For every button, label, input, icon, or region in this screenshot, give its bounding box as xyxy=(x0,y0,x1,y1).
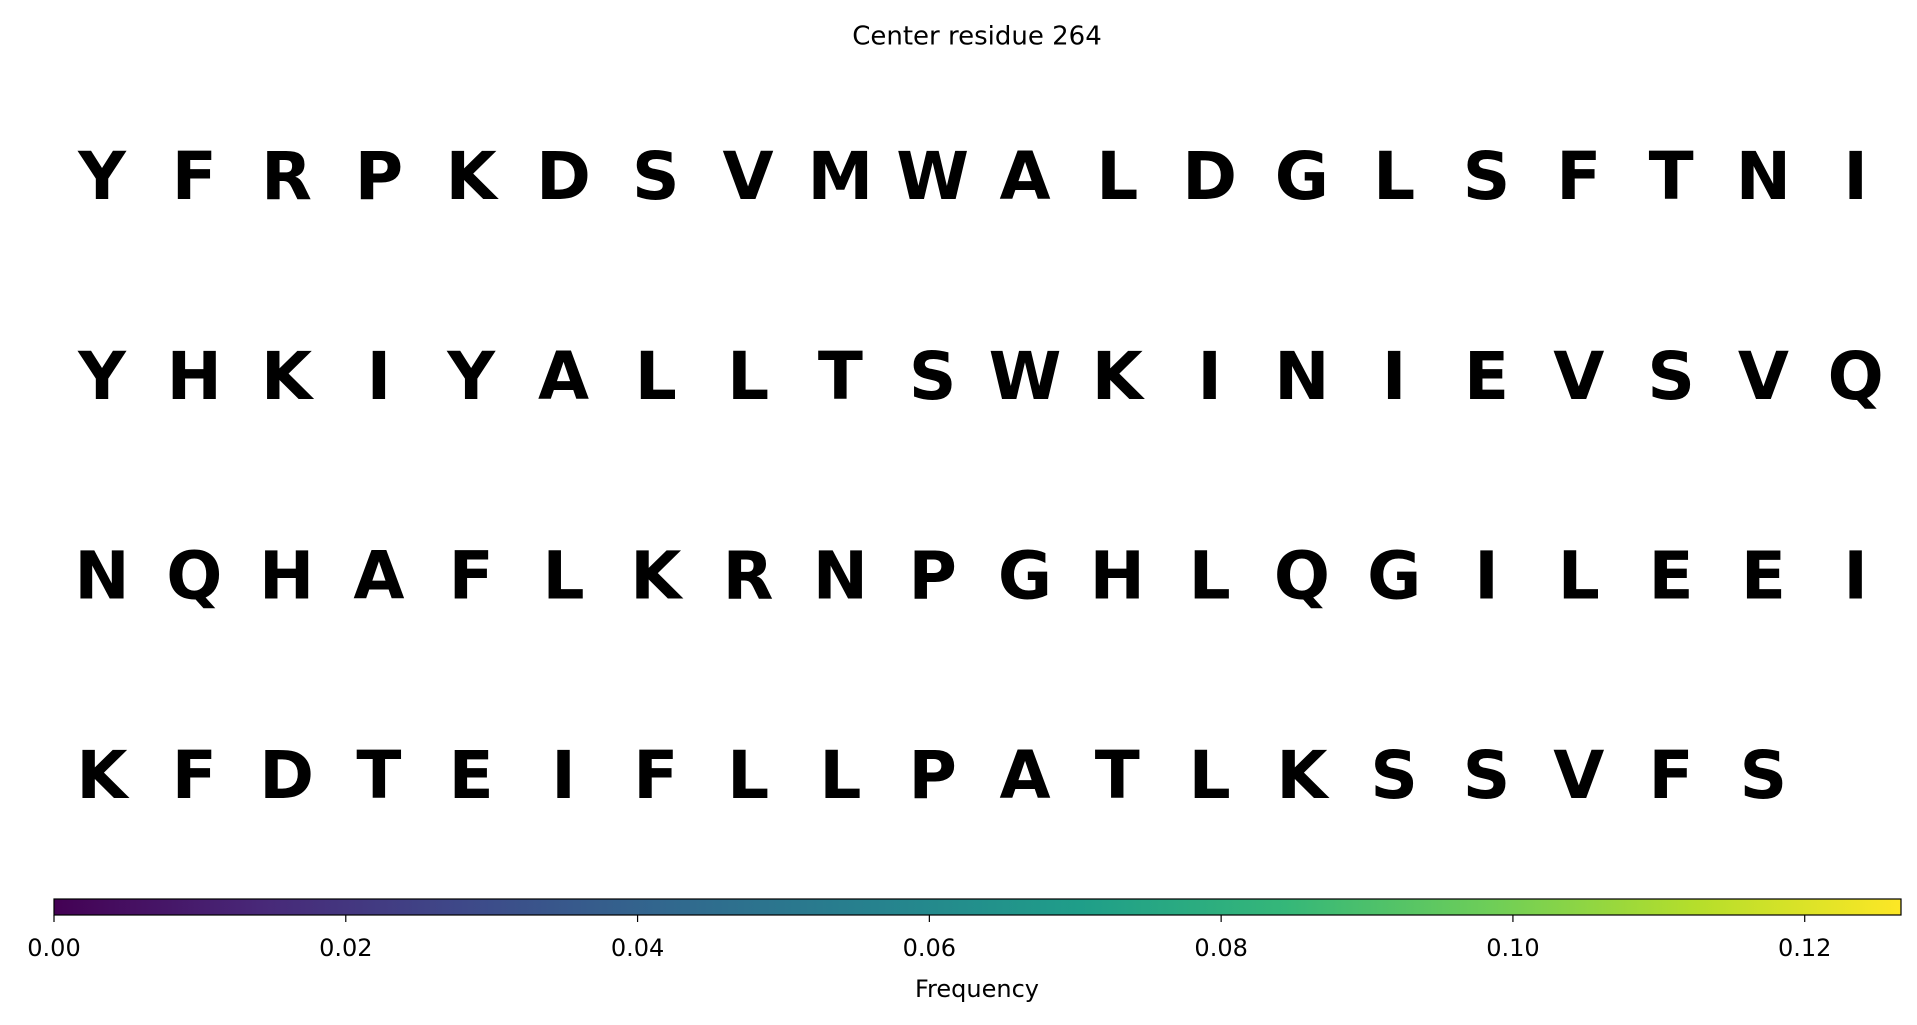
residue: M xyxy=(808,138,874,215)
residue: H xyxy=(259,537,314,614)
residue: K xyxy=(446,138,500,215)
residue: N xyxy=(1736,138,1791,215)
residue: F xyxy=(633,737,678,814)
residue: T xyxy=(1095,737,1140,814)
colorbar-tick-label: 0.02 xyxy=(319,934,372,962)
residue: P xyxy=(909,737,957,814)
residue: I xyxy=(1474,537,1499,614)
residue: L xyxy=(542,537,584,614)
residue: E xyxy=(449,737,494,814)
residue: R xyxy=(723,537,774,614)
residue: L xyxy=(819,737,861,814)
residue: G xyxy=(1367,537,1421,614)
residue: K xyxy=(76,737,130,814)
residue: V xyxy=(1738,338,1789,415)
residue: A xyxy=(999,138,1050,215)
residue: A xyxy=(353,537,404,614)
residue: K xyxy=(1092,338,1146,415)
residue: L xyxy=(1373,138,1415,215)
residue: I xyxy=(367,338,392,415)
residue: S xyxy=(1370,737,1418,814)
residue: Y xyxy=(77,138,127,215)
residue: Q xyxy=(1828,338,1884,415)
residue: F xyxy=(172,737,217,814)
residue: F xyxy=(1556,138,1601,215)
residue: T xyxy=(1649,138,1694,215)
colorbar-tick-label: 0.00 xyxy=(27,934,80,962)
residue: T xyxy=(356,737,401,814)
residue: K xyxy=(261,338,315,415)
residue: L xyxy=(727,737,769,814)
colorbar-label: Frequency xyxy=(915,975,1039,1003)
residue: F xyxy=(449,537,494,614)
residue: L xyxy=(1096,138,1138,215)
residue: I xyxy=(1382,338,1407,415)
residue: S xyxy=(1740,737,1788,814)
colorbar xyxy=(53,898,1902,916)
residue: V xyxy=(1553,737,1604,814)
residue: G xyxy=(1275,138,1329,215)
residue: Y xyxy=(77,338,127,415)
residue: I xyxy=(1843,537,1868,614)
colorbar-tick-label: 0.06 xyxy=(903,934,956,962)
residue: I xyxy=(551,737,576,814)
residue: L xyxy=(1189,537,1231,614)
residue: Q xyxy=(166,537,222,614)
residue: E xyxy=(1649,537,1694,614)
residue: S xyxy=(632,138,680,215)
residue: I xyxy=(1197,338,1222,415)
chart-title: Center residue 264 xyxy=(852,22,1102,52)
residue: A xyxy=(999,737,1050,814)
residue: I xyxy=(1843,138,1868,215)
residue: H xyxy=(1090,537,1145,614)
residue: Q xyxy=(1274,537,1330,614)
residue: N xyxy=(813,537,868,614)
residue: F xyxy=(1649,737,1694,814)
residue: S xyxy=(1647,338,1695,415)
residue: E xyxy=(1464,338,1509,415)
residue: P xyxy=(909,537,957,614)
residue: G xyxy=(998,537,1052,614)
residue: D xyxy=(1182,138,1237,215)
residue: V xyxy=(723,138,774,215)
residue: P xyxy=(355,138,403,215)
colorbar-tick-label: 0.08 xyxy=(1194,934,1247,962)
residue: D xyxy=(536,138,591,215)
residue: K xyxy=(1276,737,1330,814)
residue: N xyxy=(74,537,129,614)
residue: A xyxy=(538,338,589,415)
residue: D xyxy=(259,737,314,814)
residue: S xyxy=(1463,138,1511,215)
residue: V xyxy=(1553,338,1604,415)
colorbar-tick-label: 0.04 xyxy=(611,934,664,962)
colorbar-tick-label: 0.12 xyxy=(1778,934,1831,962)
residue: L xyxy=(1189,737,1231,814)
residue: K xyxy=(630,537,684,614)
residue: Y xyxy=(446,338,496,415)
residue: W xyxy=(896,138,969,215)
residue: S xyxy=(909,338,957,415)
residue: W xyxy=(989,338,1062,415)
residue: S xyxy=(1463,737,1511,814)
residue: R xyxy=(261,138,312,215)
residue: T xyxy=(818,338,863,415)
residue: N xyxy=(1274,338,1329,415)
residue: L xyxy=(1558,537,1600,614)
residue: L xyxy=(635,338,677,415)
residue: H xyxy=(167,338,222,415)
residue: F xyxy=(172,138,217,215)
residue: L xyxy=(727,338,769,415)
colorbar-tick-label: 0.10 xyxy=(1486,934,1539,962)
residue: E xyxy=(1741,537,1786,614)
